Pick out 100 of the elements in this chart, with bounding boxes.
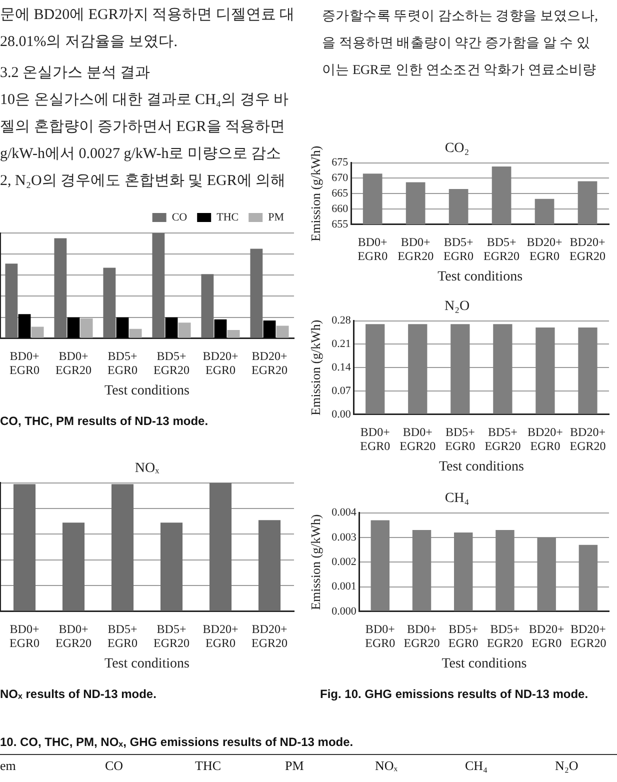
x-tick-label: BD5+ EGR20 [486, 622, 523, 650]
x-axis-title: Test conditions [438, 269, 523, 284]
y-tick-label: 0.28 [332, 314, 352, 327]
bar [13, 484, 36, 611]
bar [496, 530, 514, 611]
text: 젤의 혼합량이 증가하면서 EGR을 적용하면 [0, 118, 286, 137]
x-axis-title: Test conditions [104, 656, 190, 672]
x-axis-title: Test conditions [442, 656, 527, 672]
y-tick-label: 665 [332, 187, 349, 200]
x-tick-label: BD0+ EGR20 [56, 622, 92, 650]
x-tick-label: BD20+ EGR0 [202, 622, 238, 650]
bar [111, 484, 134, 611]
y-tick-label: 0.004 [332, 506, 357, 519]
x-tick-label: BD0+ EGR20 [398, 234, 434, 264]
y-tick-label: 0.21 [332, 338, 351, 350]
x-tick-label: BD5+ EGR20 [154, 622, 190, 650]
text: 이는 EGR로 인한 연소조건 악화가 연료소비량 [322, 61, 598, 79]
text: 증가할수록 뚜렷이 감소하는 경향을 보였으나, [322, 7, 599, 25]
y-axis-title: Emission (g/kWh) [308, 320, 324, 416]
legend-label: PM [268, 211, 284, 224]
bar [258, 520, 281, 611]
x-tick-label: BD5+ EGR20 [484, 234, 520, 264]
y-axis-title: Emission (g/kWh) [308, 146, 324, 242]
chart-title: N₂O [444, 299, 470, 314]
x-tick-label: BD0+ EGR20 [56, 348, 92, 378]
bar [160, 522, 183, 611]
x-axis-title: Test conditions [104, 383, 190, 398]
text: g/kW-h에서 0.0027 g/kW-h로 미량으로 감소 [0, 145, 282, 164]
text: 10은 온실가스에 대한 결과로 CH₄의 경우 바 [0, 91, 290, 110]
x-tick-label: BD20+ EGR0 [527, 424, 564, 454]
bar [454, 532, 473, 611]
bar [537, 537, 556, 611]
text: 을 적용하면 배출량이 약간 증가함을 알 수 있 [322, 34, 592, 52]
x-tick-label: BD5+ EGR0 [108, 622, 138, 650]
text: CO [105, 758, 124, 774]
bar [214, 319, 227, 338]
x-tick-label: BD0+ EGR0 [358, 234, 388, 264]
x-tick-label: BD20+ EGR0 [528, 622, 565, 650]
text: THC [195, 758, 221, 774]
x-tick-label: BD0+ EGR0 [10, 348, 40, 378]
x-tick-label: BD5+ EGR0 [448, 622, 478, 650]
bar [250, 248, 263, 338]
text: CH₄ [465, 758, 488, 774]
x-tick-label: BD20+ EGR20 [570, 234, 606, 264]
bar [18, 314, 31, 338]
y-axis-title: Emission (g/kWh) [308, 514, 324, 610]
bar [116, 317, 129, 338]
legend-label: THC [216, 211, 239, 224]
x-tick-label: BD5+ EGR20 [154, 348, 190, 378]
text: 3.2 온실가스 분석 결과 [0, 64, 151, 83]
x-tick-label: BD20+ EGR0 [526, 234, 562, 264]
y-tick-label: 655 [332, 218, 349, 230]
x-tick-label: BD5+ EGR0 [445, 424, 476, 454]
y-tick-label: 660 [332, 202, 349, 215]
y-tick-label: 0.000 [332, 605, 357, 618]
x-tick-label: BD20+ EGR0 [202, 348, 238, 378]
y-tick-label: 0.14 [332, 361, 352, 374]
x-tick-label: BD5+ EGR0 [444, 234, 474, 264]
y-tick-label: 0.003 [332, 531, 357, 544]
legend-label: CO [172, 211, 188, 224]
caption: Fig. 10. GHG emissions results of ND-13 mode. [319, 687, 590, 701]
text: NOₓ results of ND-13 mode. [0, 687, 158, 701]
bar [129, 328, 142, 338]
x-tick-label: BD0+ EGR20 [400, 424, 436, 454]
bar [263, 320, 276, 338]
y-tick-label: 0.002 [332, 556, 356, 568]
x-tick-label: BD20+ EGR20 [252, 622, 288, 650]
chart-title: CH₄ [444, 491, 470, 506]
bar [209, 482, 232, 611]
x-tick-label: BD0+ EGR0 [360, 424, 390, 454]
x-tick-label: BD5+ EGR0 [108, 348, 138, 378]
bar [276, 326, 289, 338]
chart-title: CO₂ [444, 141, 470, 156]
bar [31, 326, 44, 338]
bar [201, 274, 214, 338]
bar [178, 322, 191, 338]
x-tick-label: BD20+ EGR20 [252, 348, 288, 378]
chart-title: NOₓ [134, 461, 160, 476]
bar [152, 233, 165, 338]
x-tick-label: BD20+ EGR20 [570, 424, 606, 454]
x-tick-label: BD0+ EGR20 [404, 622, 440, 650]
bar [165, 317, 178, 338]
bar [80, 318, 93, 338]
y-tick-label: 0.00 [332, 408, 352, 420]
bar [103, 268, 116, 338]
bar [370, 520, 390, 611]
text: NOₓ [375, 758, 398, 774]
bar [227, 330, 240, 338]
text: N₂O [555, 758, 578, 774]
y-tick-label: 670 [332, 172, 349, 184]
text: PM [285, 758, 304, 774]
x-tick-label: BD5+ EGR20 [484, 424, 521, 454]
y-tick-label: 0.07 [332, 384, 352, 397]
bar [578, 544, 598, 611]
x-tick-label: BD0+ EGR0 [10, 622, 40, 650]
bar [67, 317, 80, 338]
x-axis-title: Test conditions [438, 459, 524, 474]
x-tick-label: BD0+ EGR0 [365, 622, 396, 650]
bar [54, 238, 67, 338]
text: CO, THC, PM results of ND-13 mode. [0, 414, 210, 428]
